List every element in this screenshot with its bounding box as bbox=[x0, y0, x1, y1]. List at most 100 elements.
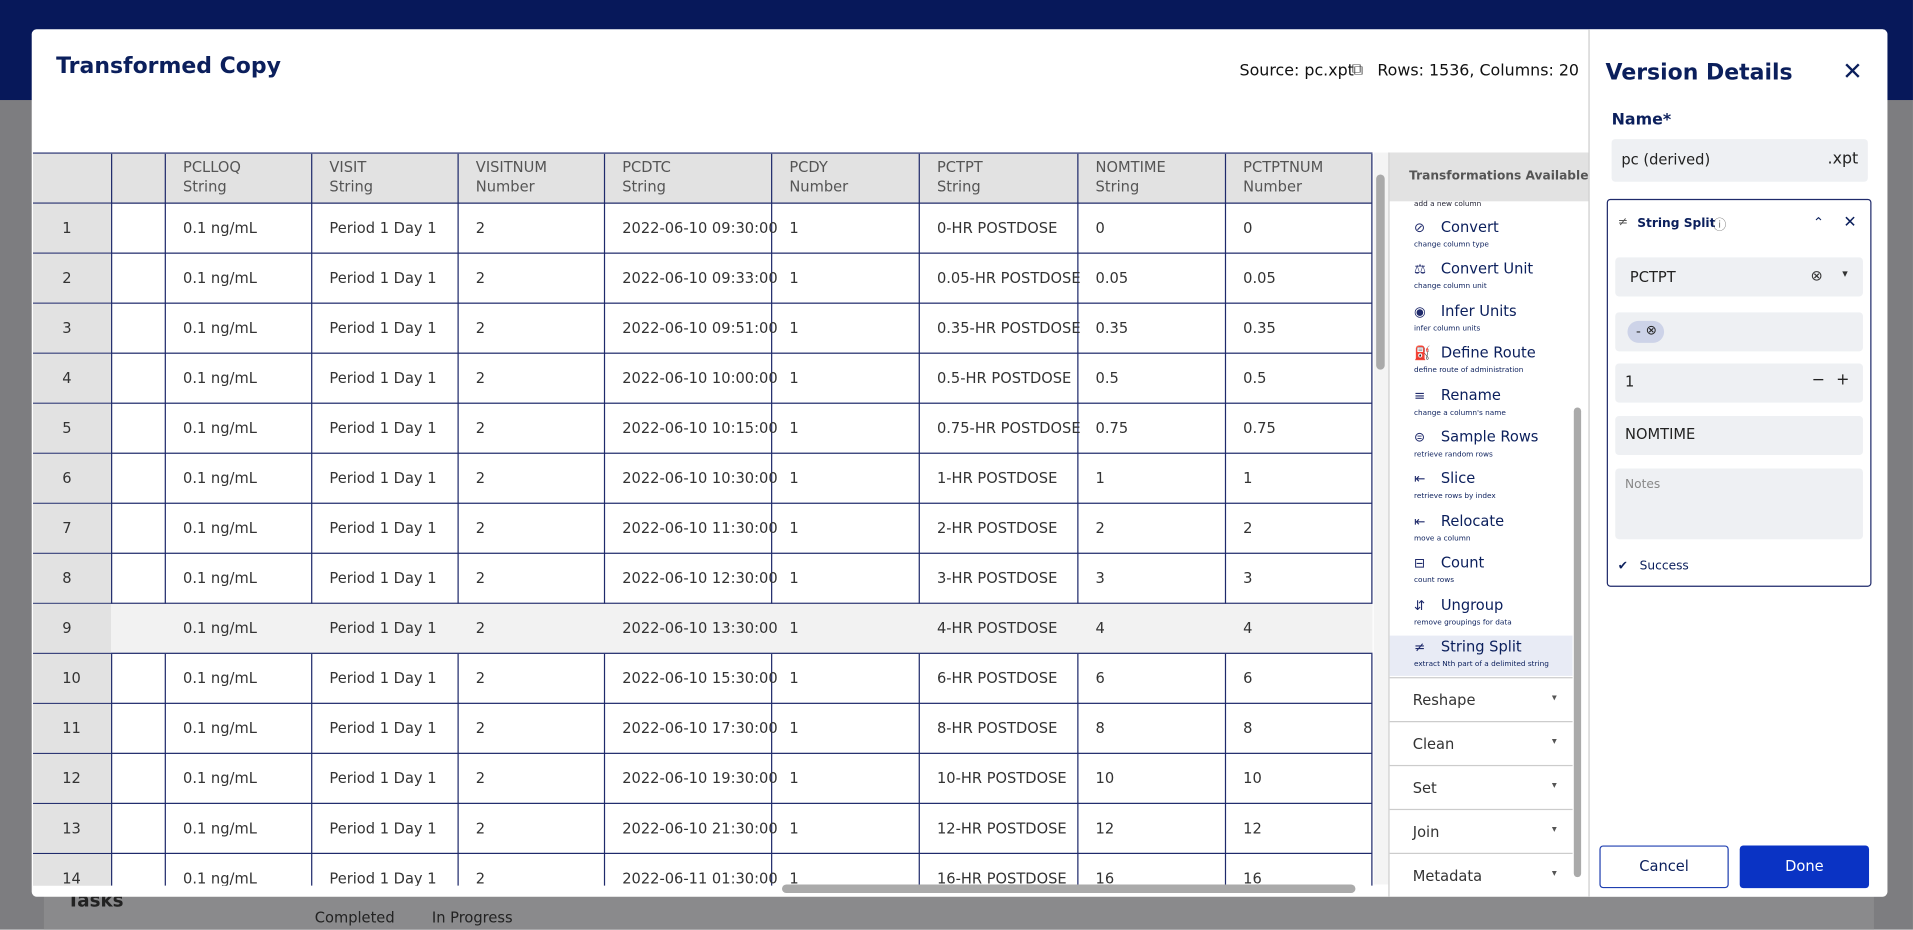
table-row[interactable]: 4 0.1 ng/mL Period 1 Day 1 2 2022-06-10 10:0… bbox=[32, 353, 1373, 404]
table-row[interactable]: 2 0.1 ng/mL Period 1 Day 1 2 2022-06-10 09:3… bbox=[32, 253, 1373, 304]
row-number: 5 bbox=[62, 419, 72, 437]
transformation-item[interactable]: ⛽ Define Route define route of administrat… bbox=[1390, 342, 1573, 382]
name-label: Name* bbox=[1611, 111, 1672, 130]
delimiter-select[interactable]: - ⊗ bbox=[1615, 312, 1863, 352]
delimiter-chip: - ⊗ bbox=[1627, 320, 1665, 343]
item-name: Ungroup bbox=[1440, 596, 1504, 614]
table-row[interactable]: 3 0.1 ng/mL Period 1 Day 1 2 2022-06-10 09:5… bbox=[32, 303, 1373, 354]
index-value: 1 bbox=[1625, 373, 1635, 391]
category-row[interactable]: Metadata ▾ bbox=[1389, 852, 1573, 897]
collapse-button[interactable]: ⌃ bbox=[1812, 214, 1825, 231]
cut-item-desc: add a new column bbox=[1413, 200, 1482, 209]
column-type: String bbox=[329, 178, 374, 196]
completed-label: Completed bbox=[314, 908, 395, 926]
table-row[interactable]: 12 0.1 ng/mL Period 1 Day 1 2 2022-06-10 19:… bbox=[32, 753, 1373, 804]
cell-value: 8 bbox=[1243, 719, 1253, 737]
close-button[interactable]: ✕ bbox=[1842, 56, 1863, 86]
column-select[interactable]: PCTPT ⊗ ▾ bbox=[1615, 257, 1863, 297]
transformations-panel: Transformations Available add a new colum… bbox=[1388, 152, 1590, 897]
transformation-item[interactable]: ⇵ Ungroup remove groupings for data bbox=[1390, 594, 1573, 634]
cell-value: 2 bbox=[475, 319, 486, 337]
column-name: PCLLOQ bbox=[183, 158, 241, 176]
open-icon[interactable]: ⧉ bbox=[1351, 61, 1364, 80]
category-row[interactable]: Clean ▾ bbox=[1389, 721, 1573, 765]
cell-value: 3 bbox=[1243, 569, 1253, 587]
cell-value: 1 bbox=[789, 719, 799, 737]
table-row[interactable]: 13 0.1 ng/mL Period 1 Day 1 2 2022-06-10 21:… bbox=[32, 803, 1373, 854]
table-row[interactable]: 7 0.1 ng/mL Period 1 Day 1 2 2022-06-10 11:3… bbox=[32, 503, 1373, 554]
cell-value: Period 1 Day 1 bbox=[329, 469, 437, 487]
table-row[interactable]: 11 0.1 ng/mL Period 1 Day 1 2 2022-06-10 17:… bbox=[32, 703, 1373, 754]
table-row[interactable]: 6 0.1 ng/mL Period 1 Day 1 2 2022-06-10 10:3… bbox=[32, 453, 1373, 504]
cell-value: 1-HR POSTDOSE bbox=[936, 469, 1058, 487]
name-input[interactable]: pc (derived) .xpt bbox=[1611, 139, 1868, 182]
category-row[interactable]: Set ▾ bbox=[1389, 764, 1573, 809]
cell-value: 1 bbox=[789, 519, 799, 537]
cell-value: 2 bbox=[475, 569, 486, 587]
decrement[interactable]: − bbox=[1811, 370, 1826, 390]
table-row[interactable]: 10 0.1 ng/mL Period 1 Day 1 2 2022-06-10 15:… bbox=[32, 653, 1373, 704]
transformation-item[interactable]: ⊜ Sample Rows retrieve random rows bbox=[1390, 426, 1573, 466]
row-index-cell bbox=[32, 203, 112, 253]
cell-value: 0.1 ng/mL bbox=[183, 469, 257, 487]
cell-value: 1 bbox=[789, 619, 799, 637]
cell-value: 2022-06-10 10:15:00 bbox=[622, 419, 778, 437]
table-row[interactable]: 5 0.1 ng/mL Period 1 Day 1 2 2022-06-10 10:1… bbox=[32, 403, 1373, 454]
cell-value: 2 bbox=[475, 619, 486, 637]
item-icon: ⊟ bbox=[1413, 555, 1426, 572]
table-row[interactable]: 1 0.1 ng/mL Period 1 Day 1 2 2022-06-10 09:3… bbox=[32, 203, 1373, 254]
cell-value: 2 bbox=[1243, 519, 1253, 537]
category-row[interactable]: Join ▾ bbox=[1389, 808, 1573, 853]
increment[interactable]: + bbox=[1836, 370, 1850, 390]
cell-value: Period 1 Day 1 bbox=[329, 319, 437, 337]
transformation-item[interactable]: ⇤ Relocate move a column bbox=[1390, 510, 1573, 550]
transformation-item[interactable]: ⊟ Count count rows bbox=[1390, 552, 1573, 592]
dropdown-caret: ▾ bbox=[1551, 779, 1557, 791]
column-divider bbox=[918, 153, 920, 886]
item-desc: infer column units bbox=[1413, 324, 1481, 333]
table-row[interactable]: 9 0.1 ng/mL Period 1 Day 1 2 2022-06-10 13:3… bbox=[32, 603, 1373, 654]
cancel-button[interactable]: Cancel bbox=[1599, 845, 1729, 889]
table-row[interactable]: 14 0.1 ng/mL Period 1 Day 1 2 2022-06-11 01:… bbox=[32, 854, 1373, 886]
cell-value: 0.75 bbox=[1095, 419, 1129, 437]
remove-button[interactable]: ✕ bbox=[1843, 213, 1857, 232]
panel-title: Transformations Available bbox=[1409, 169, 1589, 183]
transformation-item[interactable]: ◉ Infer Units infer column units bbox=[1390, 300, 1573, 340]
modal: Transformed Copy Source: pc.xpt ⧉ Rows: … bbox=[31, 29, 1888, 897]
cell-value: 1 bbox=[789, 469, 799, 487]
v-scrollbar[interactable] bbox=[1373, 152, 1389, 885]
done-label: Done bbox=[1785, 857, 1824, 875]
cell-value: Period 1 Day 1 bbox=[329, 519, 437, 537]
cell-value: 12 bbox=[1095, 819, 1115, 837]
done-button[interactable]: Done bbox=[1739, 845, 1870, 889]
row-number: 13 bbox=[62, 819, 81, 837]
list-scrollbar[interactable] bbox=[1573, 407, 1582, 878]
cell-value: 0.35 bbox=[1095, 319, 1129, 337]
transformation-item[interactable]: ⊘ Convert change column type bbox=[1390, 216, 1573, 256]
chip-remove[interactable]: ⊗ bbox=[1645, 322, 1658, 338]
cell-value: Period 1 Day 1 bbox=[329, 669, 437, 687]
cell-value: 1 bbox=[789, 419, 799, 437]
column-divider bbox=[1077, 153, 1079, 886]
item-name: Infer Units bbox=[1440, 302, 1517, 320]
h-scrollbar[interactable] bbox=[782, 884, 1356, 894]
transformation-item[interactable]: ⚖ Convert Unit change column unit bbox=[1390, 258, 1573, 298]
index-input[interactable]: 1 − + bbox=[1615, 363, 1863, 403]
notes-input[interactable]: Notes bbox=[1615, 468, 1863, 540]
table-row[interactable]: 8 0.1 ng/mL Period 1 Day 1 2 2022-06-10 12:3… bbox=[32, 553, 1373, 604]
cell-value: 1 bbox=[789, 219, 799, 237]
cell-value: 2022-06-10 10:30:00 bbox=[622, 469, 778, 487]
category-row[interactable]: Reshape ▾ bbox=[1389, 677, 1573, 721]
transformation-item[interactable]: ≠ String Split extract Nth part of a delim… bbox=[1389, 635, 1573, 676]
cell-value: 2022-06-10 09:51:00 bbox=[622, 319, 778, 337]
transformation-item[interactable]: ≡ Rename change a column's name bbox=[1390, 384, 1573, 424]
row-index-cell bbox=[32, 403, 112, 453]
column-divider bbox=[164, 153, 166, 886]
cell-value: 1 bbox=[789, 319, 799, 337]
transformation-item[interactable]: ⇤ Slice retrieve rows by index bbox=[1390, 468, 1573, 508]
cell-value: 2 bbox=[475, 269, 486, 287]
cell-value: 0.05-HR POSTDOSE bbox=[936, 269, 1081, 287]
item-desc: retrieve random rows bbox=[1413, 450, 1493, 459]
new-column-input[interactable]: NOMTIME bbox=[1615, 416, 1863, 456]
